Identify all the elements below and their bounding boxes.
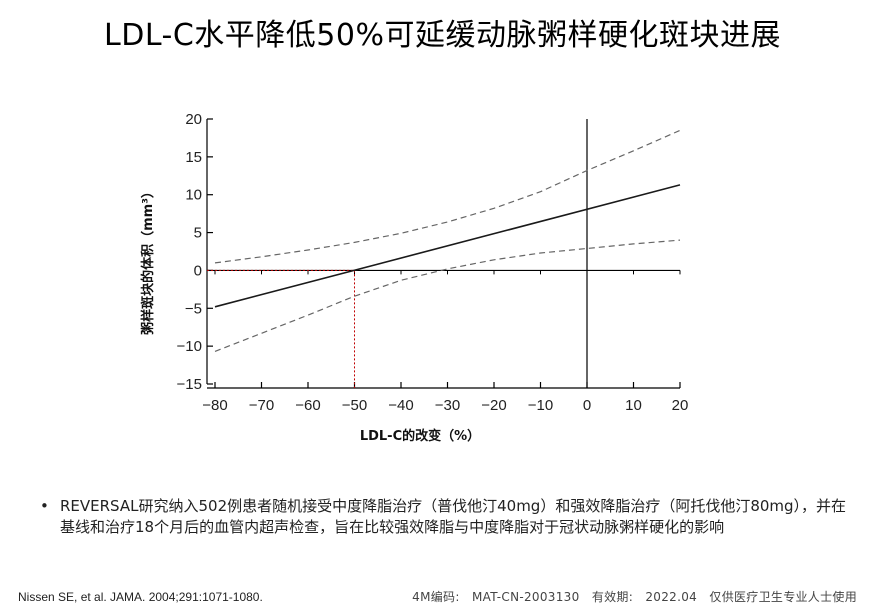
x-tick-label: −80 xyxy=(202,397,227,414)
x-tick-label: 20 xyxy=(672,397,689,414)
x-tick-label: −50 xyxy=(342,397,367,414)
x-tick-label: −60 xyxy=(295,397,320,414)
reference-lines xyxy=(207,269,355,388)
citation: Nissen SE, et al. JAMA. 2004;291:1071-10… xyxy=(18,590,263,604)
y-tick-label: −5 xyxy=(185,300,202,317)
y-tick-label: −10 xyxy=(177,338,202,355)
x-tick-label: −30 xyxy=(435,397,460,414)
y-tick-label: 0 xyxy=(194,262,202,279)
x-tick-label: −70 xyxy=(249,397,274,414)
slide-title: LDL-C水平降低50%可延缓动脉粥样硬化斑块进展 xyxy=(104,18,781,53)
x-tick-label: 0 xyxy=(583,397,591,414)
y-tick-label: 10 xyxy=(185,187,202,204)
x-tick-label: 10 xyxy=(625,397,642,414)
y-tick-label: 20 xyxy=(185,111,202,128)
x-tick-label: −40 xyxy=(388,397,413,414)
x-axis-label: LDL-C的改变（%） xyxy=(360,428,480,444)
footer-note: 4M编码: MAT-CN-2003130 有效期: 2022.04 仅供医疗卫生… xyxy=(412,590,857,604)
y-axis-label: 粥样斑块的体积（mm³） xyxy=(140,185,156,335)
x-tick-label: −20 xyxy=(481,397,506,414)
study-description-text: REVERSAL研究纳入502例患者随机接受中度降脂治疗（普伐他汀40mg）和强… xyxy=(60,497,847,536)
x-tick-label: −10 xyxy=(528,397,553,414)
study-description: • REVERSAL研究纳入502例患者随机接受中度降脂治疗（普伐他汀40mg）… xyxy=(40,496,850,538)
lower-ci-line xyxy=(214,239,681,352)
y-tick-label: −15 xyxy=(177,376,202,393)
bullet-dot: • xyxy=(40,497,49,515)
upper-ci-line xyxy=(214,129,681,264)
chart-axes xyxy=(206,118,681,389)
regression-line xyxy=(214,184,681,308)
series-layer xyxy=(214,129,681,352)
y-tick-label: 5 xyxy=(194,225,202,242)
y-tick-label: 15 xyxy=(185,149,202,166)
